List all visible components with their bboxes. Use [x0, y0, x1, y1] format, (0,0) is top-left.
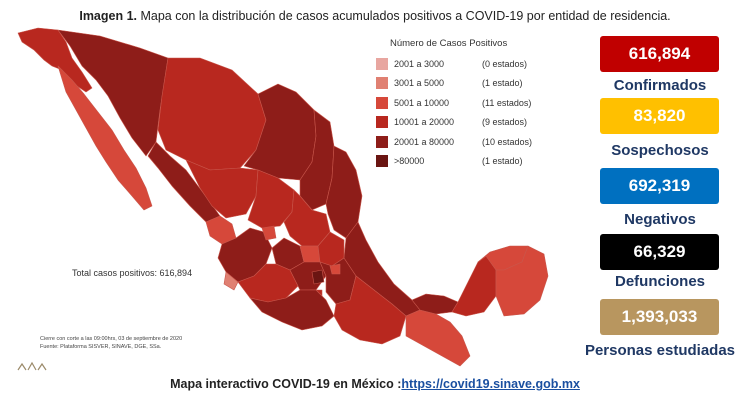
figure-title-bold: Imagen 1. — [79, 9, 138, 23]
state-campeche — [451, 255, 497, 317]
legend-title: Número de Casos Positivos — [390, 38, 508, 49]
confirmed-value: 616,894 — [600, 36, 719, 72]
cutoff-note: Cierre con corte a las 09:00hrs, 03 de s… — [40, 336, 183, 342]
legend-range: 2001 a 3000 — [394, 58, 445, 69]
negative-label: Negativos — [624, 211, 696, 228]
legend-count: (10 estados) — [482, 136, 533, 147]
state-colima — [223, 271, 239, 291]
government-logo — [17, 361, 47, 371]
footer-text: Mapa interactivo COVID-19 en México : — [170, 377, 402, 391]
legend: Número de Casos Positivos 2001 a 3000 (0… — [376, 38, 532, 171]
legend-swatch — [376, 155, 388, 168]
state-quintana-roo — [495, 245, 549, 317]
legend-item: 10001 a 20000 (9 estados) — [376, 113, 532, 133]
total-cases-label: Total casos positivos: 616,894 — [72, 268, 193, 278]
state-chiapas — [405, 309, 471, 367]
suspected-label: Sospechosos — [611, 142, 709, 159]
legend-range: 5001 a 10000 — [394, 97, 450, 108]
legend-swatch — [376, 116, 388, 129]
state-tlaxcala — [329, 263, 341, 275]
state-oaxaca — [333, 275, 407, 345]
legend-swatch — [376, 57, 388, 70]
studied-label: Personas estudiadas — [584, 342, 736, 359]
legend-item: 3001 a 5000 (1 estado) — [376, 74, 532, 94]
legend-count: (11 estados) — [482, 97, 532, 108]
deaths-value: 66,329 — [600, 234, 719, 270]
legend-count: (9 estados) — [482, 117, 528, 128]
legend-item: >80000 (1 estado) — [376, 152, 532, 172]
figure-title-text: Mapa con la distribución de casos acumul… — [137, 9, 671, 23]
confirmed-label: Confirmados — [613, 77, 707, 94]
state-guerrero — [249, 289, 335, 331]
legend-swatch — [376, 135, 388, 148]
source-notes: Cierre con corte a las 09:00hrs, 03 de s… — [40, 335, 182, 351]
deaths-label: Defunciones — [614, 273, 705, 290]
legend-count: (0 estados) — [482, 58, 528, 69]
negative-value: 692,319 — [600, 168, 719, 204]
state-cdmx — [311, 269, 325, 285]
legend-count: (1 estado) — [482, 78, 523, 89]
state-aguascalientes — [261, 225, 277, 241]
legend-range: 10001 a 20000 — [394, 117, 455, 128]
state-chihuahua — [157, 57, 267, 171]
legend-item: 20001 a 80000 (10 estados) — [376, 132, 532, 152]
state-sonora — [57, 29, 169, 157]
legend-range: >80000 — [394, 156, 425, 167]
legend-range: 20001 a 80000 — [394, 136, 455, 147]
legend-range: 3001 a 5000 — [394, 78, 445, 89]
state-durango — [185, 159, 259, 219]
figure-title: Imagen 1. Mapa con la distribución de ca… — [0, 9, 750, 23]
legend-swatch — [376, 77, 388, 90]
source-note: Fuente: Plataforma SISVER, SINAVE, DGE, … — [40, 344, 162, 350]
legend-item: 2001 a 3000 (0 estados) — [376, 54, 532, 74]
suspected-value: 83,820 — [600, 98, 719, 134]
studied-value: 1,393,033 — [600, 299, 719, 335]
footer: Mapa interactivo COVID-19 en México :htt… — [0, 377, 750, 391]
legend-item: 5001 a 10000 (11 estados) — [376, 93, 532, 113]
state-baja-california-sur — [57, 65, 153, 211]
interactive-map-link[interactable]: https://covid19.sinave.gob.mx — [401, 377, 580, 391]
legend-count: (1 estado) — [482, 156, 523, 167]
legend-swatch — [376, 96, 388, 109]
